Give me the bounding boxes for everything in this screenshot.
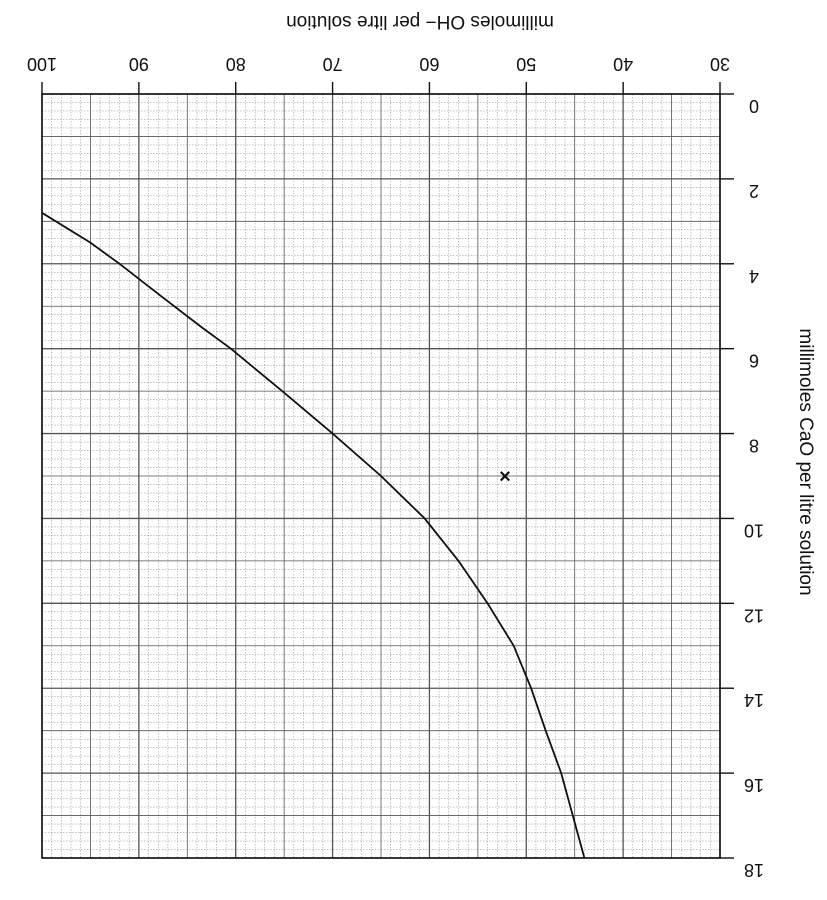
y-tick-label: 100 <box>27 54 57 74</box>
plot-frame <box>41 93 721 859</box>
x-tick-label: 18 <box>744 860 764 880</box>
x-tick-label: 14 <box>744 690 764 710</box>
x-tick-label: 0 <box>749 96 759 116</box>
y-axis: 30 40 50 60 70 80 90 100 <box>27 54 730 94</box>
y-axis-title: millimoles OH− per litre solution <box>286 11 554 32</box>
x-tick-label: 6 <box>749 351 759 371</box>
y-tick-label: 90 <box>129 54 149 74</box>
y-tick-label: 80 <box>226 54 246 74</box>
x-tick-label: 8 <box>749 436 759 456</box>
y-tick-label: 40 <box>613 54 633 74</box>
x-axis-title: millimoles CaO per litre solution <box>795 328 816 595</box>
plot-border <box>41 93 721 859</box>
series-group <box>41 212 586 859</box>
x-tick-label: 10 <box>744 520 764 540</box>
markers-group: × <box>499 466 511 488</box>
series-line <box>41 212 586 859</box>
data-marker: × <box>499 466 511 488</box>
x-tick-label: 4 <box>749 266 759 286</box>
x-tick-label: 12 <box>744 605 764 625</box>
x-tick-label: 16 <box>744 775 764 795</box>
grid <box>41 93 721 859</box>
y-tick-label: 50 <box>516 54 536 74</box>
y-tick-label: 70 <box>323 54 343 74</box>
y-tick-label: 60 <box>419 54 439 74</box>
x-axis: 0 2 4 6 8 10 12 14 16 18 <box>720 93 764 880</box>
y-tick-label: 30 <box>710 54 730 74</box>
x-tick-label: 2 <box>749 181 759 201</box>
